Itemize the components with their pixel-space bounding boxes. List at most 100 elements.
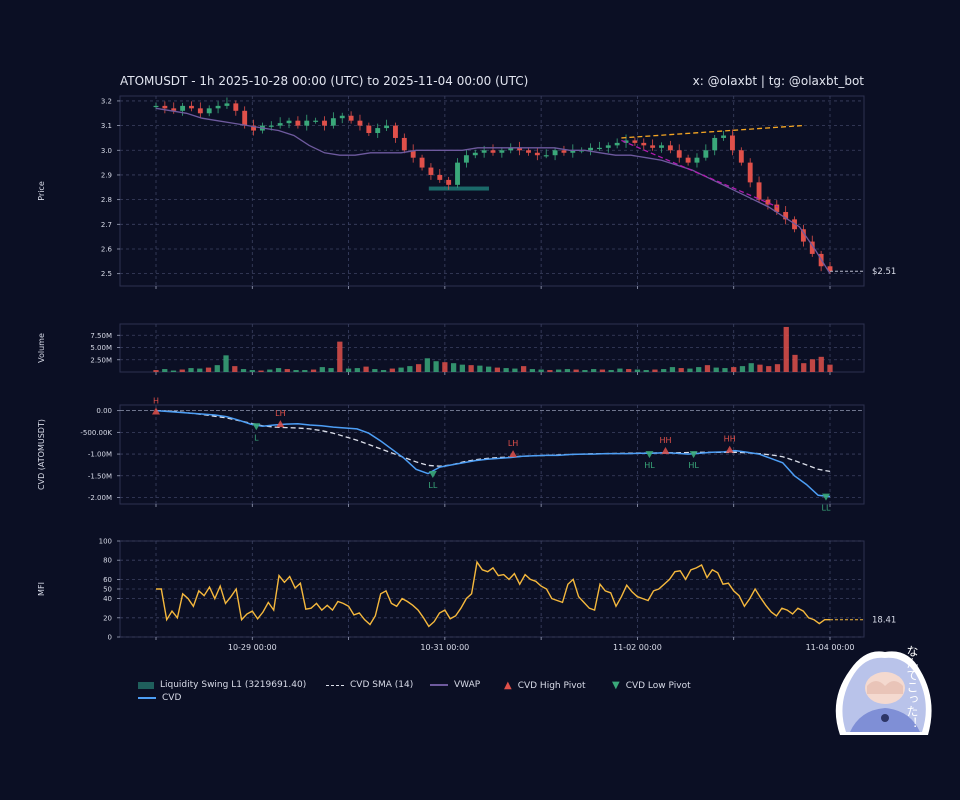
candle-body [419, 157, 425, 168]
candle-body [508, 147, 514, 151]
y-tick-label: 100 [99, 538, 112, 546]
volume-bar [818, 356, 824, 372]
candle-body [162, 105, 168, 109]
legend-cvd-sma-label: CVD SMA (14) [350, 680, 414, 690]
candle-body [153, 105, 159, 108]
volume-bar [372, 369, 378, 372]
cvd-pivot-label: HL [644, 461, 655, 470]
candle-body [251, 125, 256, 131]
candle-body [189, 105, 194, 109]
legend-cvd: CVD [138, 693, 181, 703]
volume-bar [354, 368, 360, 372]
cvd-low-pivot-marker [252, 423, 261, 431]
candle-body [774, 204, 780, 212]
volume-bar [284, 369, 290, 372]
volume-bar [380, 370, 387, 372]
volume-bar [188, 368, 194, 372]
x-tick-label: 11-02 00:00 [613, 643, 662, 652]
candle-body [765, 199, 771, 205]
y-axis-label: Volume [37, 333, 46, 363]
candle-body [499, 150, 505, 153]
volume-bar [582, 370, 588, 372]
y-axis-label: MFI [37, 582, 46, 596]
volume-bar [809, 359, 816, 372]
candle-body [730, 135, 735, 151]
legend-cvd-sma: CVD SMA (14) [326, 680, 413, 690]
trendline-lower [621, 139, 779, 208]
cvd-pivot-label: HH [724, 435, 736, 444]
cvd-high-pivot-marker [725, 445, 734, 453]
volume-bar [608, 370, 614, 372]
candle-body [393, 125, 398, 138]
candle-body [463, 155, 469, 163]
cvd-line [155, 409, 831, 498]
legend-vwap-swatch [430, 684, 448, 686]
volume-bar [599, 369, 606, 372]
y-tick-label: 60 [103, 576, 112, 584]
liquidity-swing-zone [428, 186, 489, 191]
y-tick-label: 3.2 [101, 97, 112, 105]
volume-bar [713, 367, 719, 372]
volume-bar [450, 363, 457, 372]
volume-bar [722, 368, 728, 372]
candle-body [490, 150, 496, 153]
candle-body [783, 211, 789, 220]
volume-bar [512, 368, 518, 372]
volume-bar [459, 364, 465, 372]
volume-bar [398, 367, 404, 372]
candle-body [517, 147, 523, 151]
candle-body [632, 140, 638, 143]
candle-body [588, 147, 593, 151]
candle-body [827, 266, 833, 272]
cvd-pivot-label: LH [508, 439, 518, 448]
volume-bar [617, 368, 623, 372]
volume-bar [302, 370, 308, 372]
y-tick-label: 3.1 [101, 122, 112, 130]
volume-bar [556, 369, 562, 372]
volume-bar [696, 367, 702, 372]
candle-body [472, 152, 478, 156]
mfi-current-label: 18.41 [872, 616, 896, 626]
candle-body [605, 145, 611, 148]
volume-bar [485, 366, 492, 372]
volume-bar [547, 370, 553, 372]
candle-body [268, 125, 274, 127]
volume-bar [634, 369, 641, 372]
candle-body [375, 128, 381, 134]
candle-body [747, 162, 753, 183]
candle-body [561, 150, 567, 153]
volume-bar [258, 370, 264, 372]
candle-body [206, 108, 212, 114]
candle-body [526, 150, 531, 153]
y-tick-label: 2.6 [101, 245, 113, 253]
mascot-sticker [835, 651, 932, 735]
volume-bar [232, 366, 238, 372]
volume-bar [661, 369, 667, 372]
panel-frame-0 [119, 95, 865, 287]
candle-body [330, 118, 336, 126]
candle-body [242, 110, 248, 126]
y-tick-label: -1.50M [88, 472, 112, 480]
volume-bar [275, 368, 282, 372]
y-tick-label: -2.00M [88, 494, 112, 502]
legend-liquidity-swatch [138, 681, 154, 689]
sticker-caption: なんてこった！ [905, 645, 919, 729]
volume-bar [153, 370, 159, 372]
volume-bar [205, 367, 212, 372]
candle-body [534, 152, 540, 156]
candle-body [552, 150, 558, 156]
y-tick-label: 5.00M [90, 344, 112, 352]
candle-body [685, 157, 691, 163]
candle-body [667, 145, 673, 151]
volume-bar [214, 365, 220, 372]
cvd-low-pivot-marker [645, 451, 654, 459]
volume-bar [573, 369, 579, 372]
candle-body [313, 120, 319, 122]
y-tick-label: 2.7 [101, 221, 112, 229]
candle-body [756, 182, 762, 200]
cvd-pivot-label: LL [822, 504, 831, 513]
candle-body [410, 150, 416, 158]
y-axis-label: CVD (ATOMUSDT) [37, 419, 46, 490]
triangle-down-icon: ▼ [612, 680, 620, 691]
